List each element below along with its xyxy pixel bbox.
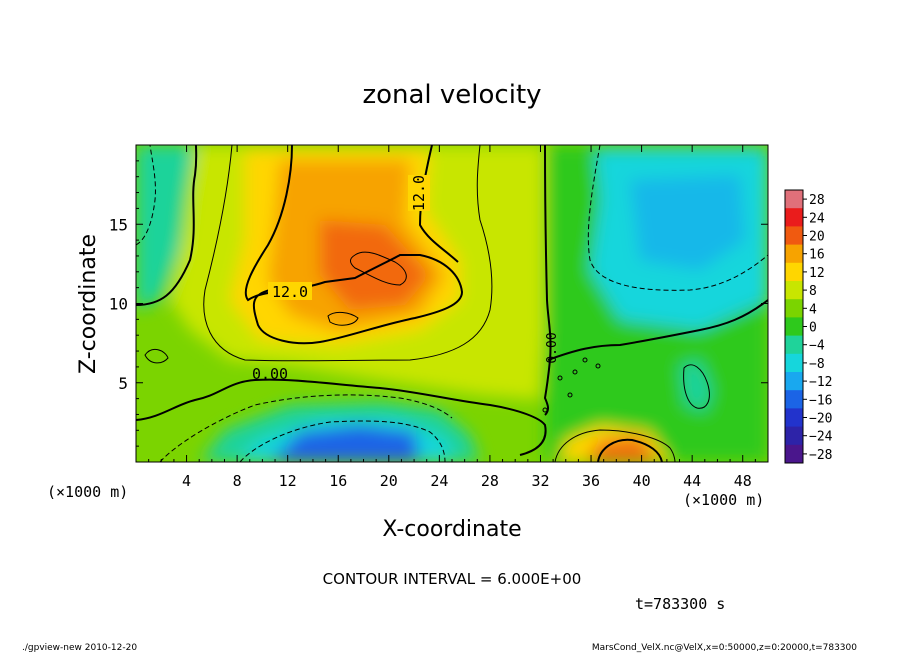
shaded-field: [136, 145, 768, 462]
x-tick-label: 12: [279, 472, 297, 490]
colorbar-label: 4: [809, 302, 817, 317]
contour-surface-max: [597, 438, 663, 462]
x-tick-label: 4: [182, 472, 191, 490]
colorbar: 28 24 20 16 12 8 4 0 −4 −8 −12 −16 −20 −24 −28: [784, 189, 833, 464]
x-tick-label: 40: [633, 472, 651, 490]
footer-right: MarsCond_VelX.nc@VelX,x=0:50000,z=0:2000…: [592, 643, 857, 653]
colorbar-swatch: [785, 317, 803, 337]
contour-neg6-right: [587, 145, 768, 291]
x-unit-left: (×1000 m): [47, 483, 128, 501]
footer-left: ./gpview-new 2010-12-20: [22, 643, 137, 653]
x-axis-ticks: 4 8 12 16 20 24 28 32 36 40 44 48: [148, 145, 756, 490]
colorbar-swatch: [785, 353, 803, 373]
colorbar-label: −24: [809, 430, 833, 445]
time-text: t=783300 s: [635, 595, 725, 613]
colorbar-swatch: [785, 226, 803, 246]
colorbar-label: −20: [809, 412, 832, 427]
contour-neg6-lower: [159, 394, 453, 462]
field-region-lower-blue: [270, 425, 420, 462]
colorbar-swatch: [785, 244, 803, 264]
x-tick-label: 32: [531, 472, 549, 490]
colorbar-label: 16: [809, 248, 825, 263]
y-axis-ticks: 5 10 15: [109, 160, 768, 447]
contour-noise-specks: [542, 357, 601, 413]
x-tick-label: 8: [233, 472, 242, 490]
y-tick-label: 10: [109, 295, 128, 314]
contour-0-middle: [136, 378, 547, 456]
contour-label-0-vertical: 0.00: [545, 332, 560, 363]
x-unit-right: (×1000 m): [683, 491, 764, 509]
chart-title: zonal velocity: [362, 80, 541, 110]
contour-interval-text: CONTOUR INTERVAL = 6.000E+00: [323, 570, 582, 588]
colorbar-swatch: [785, 208, 803, 227]
x-axis-label: X-coordinate: [382, 517, 521, 542]
colorbar-label: −16: [809, 393, 832, 408]
contour-18-inner: [350, 251, 407, 286]
contour-18-small: [327, 311, 359, 326]
colorbar-label: 24: [809, 211, 825, 226]
x-tick-label: 16: [329, 472, 347, 490]
colorbar-label: 12: [809, 266, 825, 281]
colorbar-swatch: [785, 281, 803, 300]
colorbar-swatch: [785, 408, 803, 428]
colorbar-swatch: [785, 444, 803, 464]
contour-0-vertical: [543, 145, 552, 416]
contour-6-envelope: [203, 145, 493, 362]
colorbar-swatch: [785, 390, 803, 409]
colorbar-label: 8: [809, 284, 817, 299]
x-tick-label: 24: [430, 472, 448, 490]
field-region-right-blue: [630, 175, 745, 270]
contour-12-main: [244, 145, 464, 345]
contour-surface-6: [554, 429, 676, 462]
contour-small-loop: [144, 348, 169, 364]
colorbar-label: −12: [809, 375, 832, 390]
x-tick-label: 36: [582, 472, 600, 490]
field-region-left-teal: [136, 145, 195, 310]
colorbar-swatch: [785, 262, 803, 282]
x-tick-label: 44: [683, 472, 701, 490]
contour-0-left: [136, 145, 198, 306]
y-axis-label: Z-coordinate: [76, 234, 101, 374]
colorbar-label: −8: [809, 357, 825, 372]
colorbar-swatch: [785, 372, 803, 391]
colorbar-label: −28: [809, 448, 832, 463]
colorbar-label: 20: [809, 230, 825, 245]
colorbar-swatch: [785, 190, 803, 209]
colorbar-swatch: [785, 299, 803, 318]
contour-0-right: [547, 299, 768, 361]
x-tick-label: 28: [481, 472, 499, 490]
colorbar-label: −4: [809, 339, 825, 354]
contour-label-12-upper: 12.0: [410, 175, 428, 211]
contour-12-upper: [418, 145, 459, 263]
colorbar-swatch: [785, 426, 803, 446]
y-tick-label: 15: [109, 215, 128, 234]
contour-label-0-lower: 0.00: [252, 365, 288, 383]
field-region-core-dark-orange: [320, 220, 430, 310]
colorbar-label: 28: [809, 193, 825, 208]
contour-label-12-lower: 12.0: [272, 283, 308, 301]
x-tick-label: 20: [380, 472, 398, 490]
contour-neg6-left: [136, 145, 156, 246]
y-tick-label: 5: [118, 374, 128, 393]
x-tick-label: 48: [734, 472, 752, 490]
contour-patch: [683, 364, 710, 409]
colorbar-swatch: [785, 335, 803, 355]
colorbar-label: 0: [809, 321, 817, 336]
